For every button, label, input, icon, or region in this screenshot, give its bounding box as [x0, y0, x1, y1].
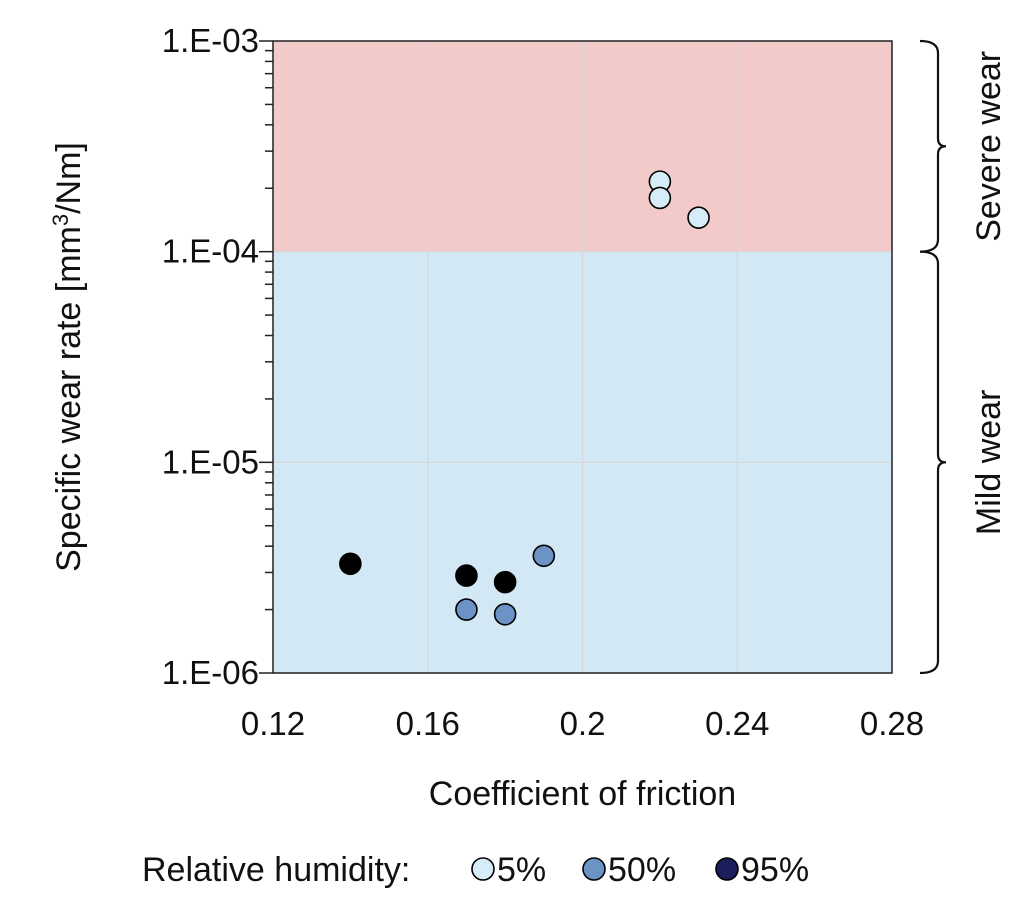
data-point-95pct: [339, 552, 362, 576]
data-point-50pct: [455, 598, 478, 621]
brace-mild: [919, 250, 947, 675]
brace-severe: [919, 39, 947, 253]
legend-label-95pct: 95%: [741, 851, 809, 889]
y-axis-title-sup: 3: [48, 214, 73, 226]
data-point-50pct: [532, 544, 556, 568]
plot-frame: [272, 40, 893, 674]
x-tick-label: 0.24: [705, 705, 769, 742]
x-tick-label: 0.28: [860, 705, 924, 742]
y-tick-label: 1.E-03: [162, 22, 259, 59]
x-axis-title: Coefficient of friction: [429, 775, 736, 813]
data-point-50pct: [493, 602, 517, 626]
y-tick-label: 1.E-04: [162, 233, 259, 270]
y-tick-label: 1.E-05: [162, 443, 259, 480]
data-point-5pct: [687, 206, 710, 229]
region-braces: Severe wear Mild wear: [919, 39, 1008, 675]
x-axis-ticks: 0.12 0.16 0.2 0.24 0.28: [241, 705, 924, 742]
legend-marker-5pct: [471, 857, 495, 881]
y-axis-title: Specific wear rate [mm3/Nm]: [48, 142, 89, 572]
data-point-95pct: [455, 564, 478, 587]
data-point-95pct: [493, 570, 517, 594]
y-axis-ticks: 1.E-06 1.E-05 1.E-04 1.E-03: [162, 22, 273, 691]
legend-marker-95pct: [715, 857, 739, 881]
data-point-5pct: [648, 186, 672, 210]
legend-label-5pct: 5%: [497, 851, 546, 889]
data-points: [339, 170, 710, 626]
x-tick-label: 0.2: [560, 705, 606, 742]
y-axis-title-main: Specific wear rate [mm: [50, 226, 88, 572]
legend: Relative humidity: 5% 50% 95%: [142, 851, 809, 889]
y-axis-title-tail: /Nm]: [50, 142, 88, 214]
legend-marker-50pct: [582, 857, 606, 881]
legend-label-50pct: 50%: [608, 851, 676, 889]
x-tick-label: 0.12: [241, 705, 305, 742]
legend-title: Relative humidity:: [142, 851, 410, 889]
region-label-severe: Severe wear: [970, 51, 1008, 242]
y-tick-label: 1.E-06: [162, 654, 259, 691]
region-label-mild: Mild wear: [970, 390, 1008, 535]
x-tick-label: 0.16: [396, 705, 460, 742]
